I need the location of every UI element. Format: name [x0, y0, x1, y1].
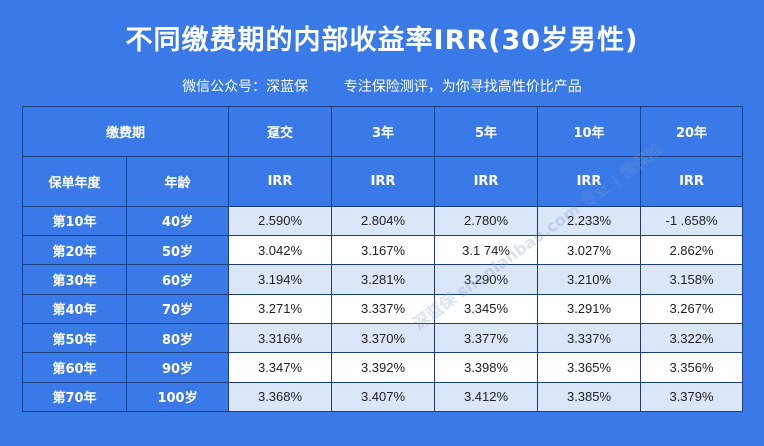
page-subtitle: 微信公众号：深蓝保 专注保险测评，为你寻找高性价比产品	[182, 79, 582, 95]
irr-value-cell: 2.233%	[537, 205, 642, 237]
irr-value-cell: 3.345%	[434, 293, 539, 325]
irr-value-cell: 3.385%	[537, 381, 642, 413]
age-cell: 90岁	[125, 352, 230, 383]
age-header: 年龄	[125, 155, 230, 207]
irr-value-cell: 3.210%	[537, 264, 642, 295]
page-title: 不同缴费期的内部收益率IRR(30岁男性)	[125, 25, 639, 56]
irr-value-cell: 3.368%	[228, 381, 333, 413]
irr-value-cell: 3.407%	[331, 381, 436, 413]
table-header-row-periods: 缴费期 趸交 3年 5年 10年 20年	[21, 106, 744, 157]
policy-year-cell: 第70年	[22, 381, 127, 413]
irr-header: IRR	[434, 155, 539, 207]
irr-value-cell: 3.027%	[537, 235, 642, 266]
irr-value-cell: 3.392%	[331, 352, 436, 383]
period-header: 3年	[331, 106, 436, 157]
irr-value-cell: 3.379%	[640, 381, 744, 413]
irr-value-cell: 3.356%	[640, 352, 744, 383]
period-header: 趸交	[228, 106, 333, 157]
irr-value-cell: 3.291%	[537, 293, 642, 325]
irr-value-cell: 3.1 74%	[434, 235, 539, 266]
policy-year-cell: 第20年	[22, 235, 127, 266]
policy-year-cell: 第50年	[22, 323, 127, 354]
irr-header: IRR	[331, 155, 436, 207]
age-cell: 60岁	[125, 264, 230, 295]
irr-value-cell: 2.804%	[331, 205, 436, 237]
irr-value-cell: 3.365%	[537, 352, 642, 383]
payment-period-header: 缴费期	[21, 106, 230, 157]
irr-value-cell: 3.281%	[331, 264, 436, 295]
irr-value-cell: 3.337%	[537, 323, 642, 354]
period-header: 5年	[434, 106, 539, 157]
age-cell: 80岁	[125, 323, 230, 354]
irr-value-cell: 3.316%	[228, 323, 333, 354]
irr-value-cell: 3.267%	[640, 293, 744, 325]
age-cell: 70岁	[125, 293, 230, 325]
irr-header: IRR	[640, 155, 744, 207]
policy-year-cell: 第60年	[22, 352, 127, 383]
period-header: 20年	[640, 106, 744, 157]
irr-value-cell: -1 .658%	[640, 205, 744, 237]
irr-value-cell: 2.780%	[434, 205, 539, 237]
table-row: 第10年 40岁 2.590% 2.804% 2.780% 2.233% -1 …	[22, 205, 744, 237]
table-row: 第60年 90岁 3.347% 3.392% 3.398% 3.365% 3.3…	[22, 352, 744, 383]
irr-value-cell: 3.398%	[434, 352, 539, 383]
irr-value-cell: 3.347%	[228, 352, 333, 383]
age-cell: 100岁	[125, 381, 230, 413]
irr-header: IRR	[228, 155, 333, 207]
table-row: 第20年 50岁 3.042% 3.167% 3.1 74% 3.027% 2.…	[22, 235, 744, 266]
age-cell: 50岁	[125, 235, 230, 266]
table-body: 第10年 40岁 2.590% 2.804% 2.780% 2.233% -1 …	[22, 205, 744, 413]
irr-value-cell: 3.370%	[331, 323, 436, 354]
table-row: 第40年 70岁 3.271% 3.337% 3.345% 3.291% 3.2…	[22, 293, 744, 325]
irr-header: IRR	[537, 155, 642, 207]
irr-value-cell: 3.290%	[434, 264, 539, 295]
irr-value-cell: 3.158%	[640, 264, 744, 295]
irr-value-cell: 3.271%	[228, 293, 333, 325]
irr-table: 缴费期 趸交 3年 5年 10年 20年 保单年度 年龄 IRR IRR IRR…	[21, 106, 744, 413]
table-header-row-irr: 保单年度 年龄 IRR IRR IRR IRR IRR	[22, 155, 744, 207]
period-header: 10年	[537, 106, 642, 157]
policy-year-cell: 第10年	[22, 205, 127, 237]
irr-value-cell: 2.862%	[640, 235, 744, 266]
irr-value-cell: 2.590%	[228, 205, 333, 237]
irr-value-cell: 3.377%	[434, 323, 539, 354]
irr-value-cell: 3.322%	[640, 323, 744, 354]
irr-value-cell: 3.337%	[331, 293, 436, 325]
policy-year-header: 保单年度	[22, 155, 127, 207]
irr-value-cell: 3.167%	[331, 235, 436, 266]
irr-value-cell: 3.042%	[228, 235, 333, 266]
irr-value-cell: 3.194%	[228, 264, 333, 295]
table-row: 第30年 60岁 3.194% 3.281% 3.290% 3.210% 3.1…	[22, 264, 744, 295]
table-row: 第50年 80岁 3.316% 3.370% 3.377% 3.337% 3.3…	[22, 323, 744, 354]
policy-year-cell: 第30年	[22, 264, 127, 295]
policy-year-cell: 第40年	[22, 293, 127, 325]
irr-value-cell: 3.412%	[434, 381, 539, 413]
table-row: 第70年 100岁 3.368% 3.407% 3.412% 3.385% 3.…	[22, 381, 744, 413]
age-cell: 40岁	[125, 205, 230, 237]
